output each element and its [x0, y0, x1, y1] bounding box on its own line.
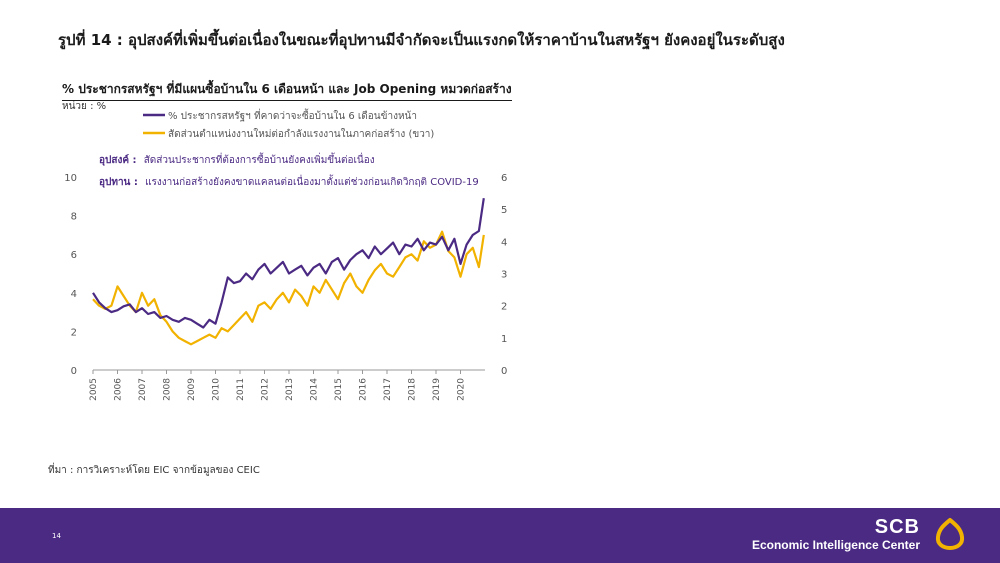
unit-label: หน่วย : % — [62, 101, 107, 112]
y-left-tick-label: 4 — [71, 289, 77, 300]
x-tick-label: 2006 — [114, 378, 124, 401]
annotation-demand: อุปสงค์ : สัดส่วนประชากรที่ต้องการซื้อบ้… — [99, 152, 375, 166]
line-chart: 0 2 4 6 8 10 0 1 2 3 4 5 6 2005 2006 2007 2008 2009 2010 20… — [64, 108, 507, 401]
x-tick-label: 2008 — [163, 378, 173, 401]
x-tick-label: 2005 — [89, 378, 99, 401]
x-tick-label: 2015 — [334, 378, 344, 401]
axes: 0 2 4 6 8 10 0 1 2 3 4 5 6 2005 2006 2007 2008 2009 2010 20… — [64, 173, 507, 401]
x-tick-label: 2011 — [236, 378, 246, 401]
annotation-supply-label: อุปทาน : — [99, 176, 138, 188]
x-tick-label: 2010 — [212, 378, 222, 401]
y-left-tick-label: 6 — [71, 250, 77, 261]
legend-label-supply: สัดส่วนตำแหน่งงานใหม่ต่อกำลังแรงงานในภาค… — [168, 128, 434, 140]
y-right-tick-label: 1 — [501, 334, 507, 345]
series-line-demand — [92, 198, 485, 329]
annotation-demand-label: อุปสงค์ : — [99, 154, 137, 166]
x-tick-label: 2016 — [359, 378, 369, 401]
y-right-tick-label: 0 — [501, 366, 507, 377]
annotations: อุปสงค์ : สัดส่วนประชากรที่ต้องการซื้อบ้… — [99, 152, 479, 188]
legend-label-demand: % ประชากรสหรัฐฯ ที่คาดว่าจะซื้อบ้านใน 6 … — [168, 108, 417, 122]
brand-subtitle: Economic Intelligence Center — [751, 538, 920, 552]
x-tick-label: 2018 — [408, 378, 418, 401]
legend: % ประชากรสหรัฐฯ ที่คาดว่าจะซื้อบ้านใน 6 … — [143, 108, 434, 140]
x-tick-label: 2009 — [187, 378, 197, 401]
x-tick-label: 2020 — [457, 378, 467, 401]
y-left-tick-label: 2 — [71, 327, 77, 338]
y-right-tick-label: 5 — [501, 205, 507, 216]
footer-bar — [0, 508, 1000, 563]
x-tick-label: 2007 — [138, 378, 148, 401]
y-right-tick-label: 6 — [501, 173, 507, 184]
annotation-supply: อุปทาน : แรงงานก่อสร้างยังคงขาดแคลนต่อเน… — [99, 174, 479, 188]
slide-title: รูปที่ 14 : อุปสงค์ที่เพิ่มขึ้นต่อเนื่อง… — [58, 31, 785, 49]
series-line-supply — [92, 230, 485, 346]
x-tick-label: 2012 — [261, 378, 271, 401]
annotation-supply-text: แรงงานก่อสร้างยังคงขาดแคลนต่อเนื่องมาตั้… — [145, 174, 479, 188]
page-number: 14 — [52, 532, 61, 540]
series — [92, 198, 485, 346]
chart-title: % ประชากรสหรัฐฯ ที่มีแผนซื้อบ้านใน 6 เดื… — [62, 80, 512, 101]
x-tick-label: 2014 — [310, 378, 320, 401]
brand-block: SCB Economic Intelligence Center — [752, 516, 920, 552]
x-tick-label: 2013 — [285, 378, 295, 401]
y-left-tick-label: 0 — [71, 366, 77, 377]
scb-logo-icon — [935, 518, 965, 550]
annotation-demand-text: สัดส่วนประชากรที่ต้องการซื้อบ้านยังคงเพิ… — [144, 152, 375, 166]
brand-name: SCB — [874, 516, 920, 538]
y-left-tick-label: 8 — [71, 212, 77, 223]
y-right-tick-label: 2 — [501, 302, 507, 313]
source-note: ที่มา : การวิเคราะห์โดย EIC จากข้อมูลของ… — [48, 465, 260, 476]
y-right-tick-label: 3 — [501, 270, 507, 281]
y-right-tick-label: 4 — [501, 237, 507, 248]
y-left-tick-label: 10 — [64, 173, 77, 184]
x-tick-label: 2019 — [432, 378, 442, 401]
x-tick-label: 2017 — [383, 378, 393, 401]
